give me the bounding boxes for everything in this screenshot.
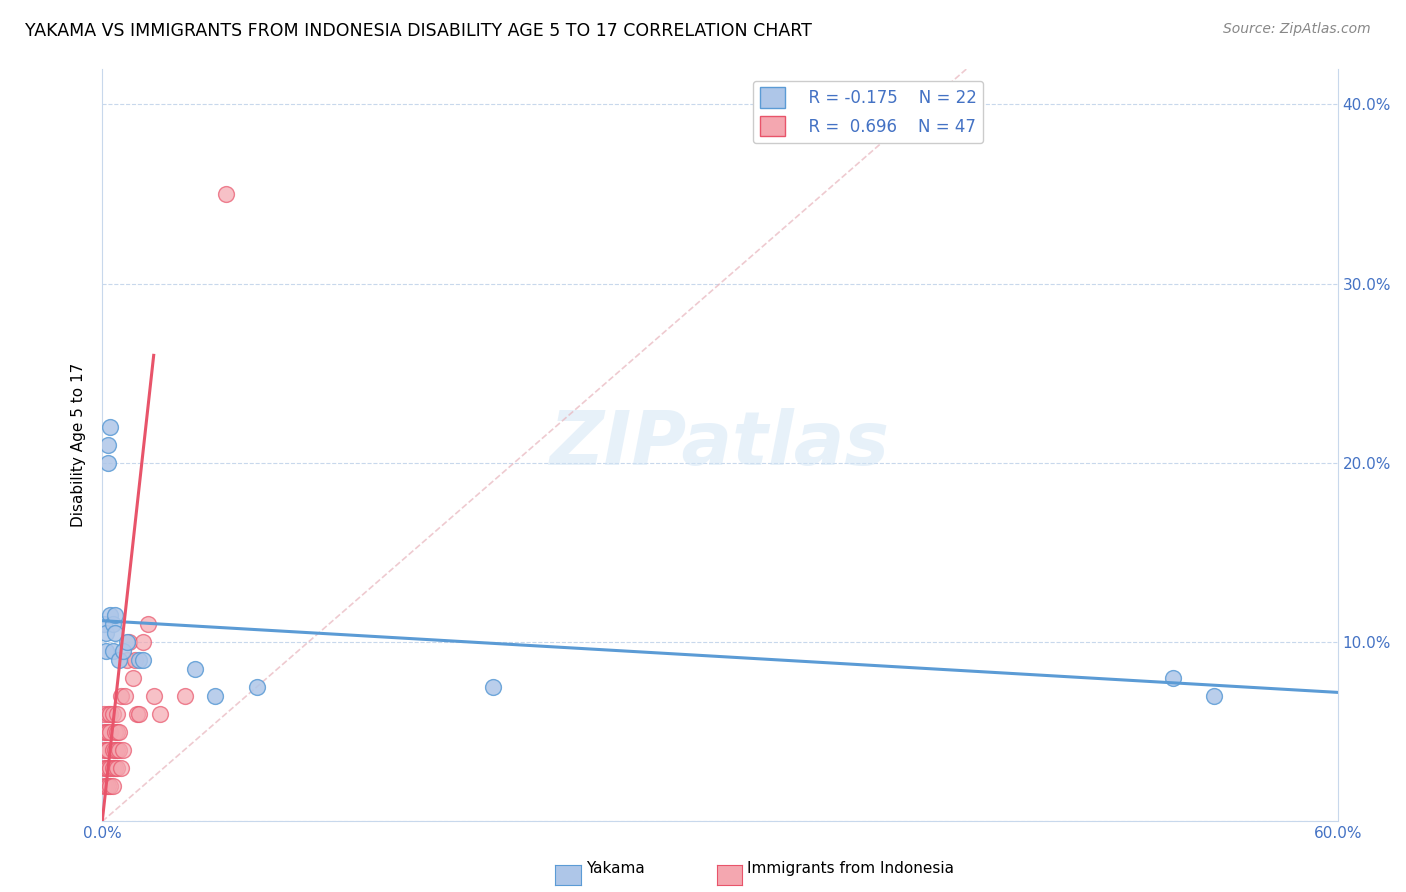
Point (97, 724, 120, 739)
Point (93, 743, 115, 757)
Point (110, 761, 132, 775)
Text: Yakama: Yakama (586, 861, 645, 876)
Point (100, 608, 122, 623)
Point (132, 653, 155, 667)
Point (101, 743, 124, 757)
Point (97, 438, 120, 452)
Point (149, 706, 172, 721)
Point (97, 743, 120, 757)
Point (127, 706, 149, 721)
Point (97, 456, 120, 470)
Text: ZIPatlas: ZIPatlas (550, 409, 890, 482)
Point (115, 635, 138, 649)
Point (100, 724, 122, 739)
Text: YAKAMA VS IMMIGRANTS FROM INDONESIA DISABILITY AGE 5 TO 17 CORRELATION CHART: YAKAMA VS IMMIGRANTS FROM INDONESIA DISA… (25, 22, 813, 40)
Point (101, 617, 124, 632)
Point (103, 608, 125, 623)
Y-axis label: Disability Age 5 to 17: Disability Age 5 to 17 (72, 363, 86, 527)
Point (142, 689, 165, 703)
Point (100, 761, 122, 775)
Point (105, 743, 128, 757)
Point (93, 761, 115, 775)
Point (96, 724, 118, 739)
Point (122, 671, 145, 685)
Point (96, 761, 118, 775)
Point (101, 779, 124, 793)
Point (103, 743, 125, 757)
Point (107, 724, 129, 739)
Point (101, 761, 124, 775)
Text: Source: ZipAtlas.com: Source: ZipAtlas.com (1223, 22, 1371, 37)
Point (115, 653, 138, 667)
Point (107, 653, 129, 667)
Point (173, 689, 195, 703)
Point (97, 779, 120, 793)
Point (105, 724, 128, 739)
Point (96, 743, 118, 757)
Point (93, 724, 115, 739)
Point (101, 644, 124, 658)
Point (100, 706, 122, 721)
Point (101, 706, 124, 721)
Point (105, 761, 128, 775)
Point (93, 706, 115, 721)
Point (132, 635, 155, 649)
Point (93, 779, 115, 793)
Text: Immigrants from Indonesia: Immigrants from Indonesia (747, 861, 953, 876)
Point (93, 617, 115, 632)
Point (482, 680, 505, 694)
Point (96, 779, 118, 793)
Point (103, 626, 125, 640)
Point (1161, 671, 1184, 685)
Point (96, 626, 118, 640)
Point (111, 743, 134, 757)
Point (97, 761, 120, 775)
Point (136, 617, 159, 632)
Point (111, 644, 134, 658)
Point (100, 420, 122, 434)
Point (184, 662, 207, 676)
Legend:   R = -0.175    N = 22,   R =  0.696    N = 47: R = -0.175 N = 22, R = 0.696 N = 47 (752, 80, 983, 143)
Point (105, 706, 128, 721)
Point (97, 706, 120, 721)
Point (204, 689, 226, 703)
Point (1204, 689, 1226, 703)
Point (128, 706, 150, 721)
Point (100, 779, 122, 793)
Point (103, 724, 125, 739)
Point (124, 653, 146, 667)
Point (114, 689, 136, 703)
Point (128, 653, 150, 667)
Point (110, 689, 132, 703)
Point (103, 761, 125, 775)
Point (215, 186, 238, 201)
Point (107, 743, 129, 757)
Point (96, 644, 118, 658)
Point (118, 635, 141, 649)
Point (246, 680, 269, 694)
